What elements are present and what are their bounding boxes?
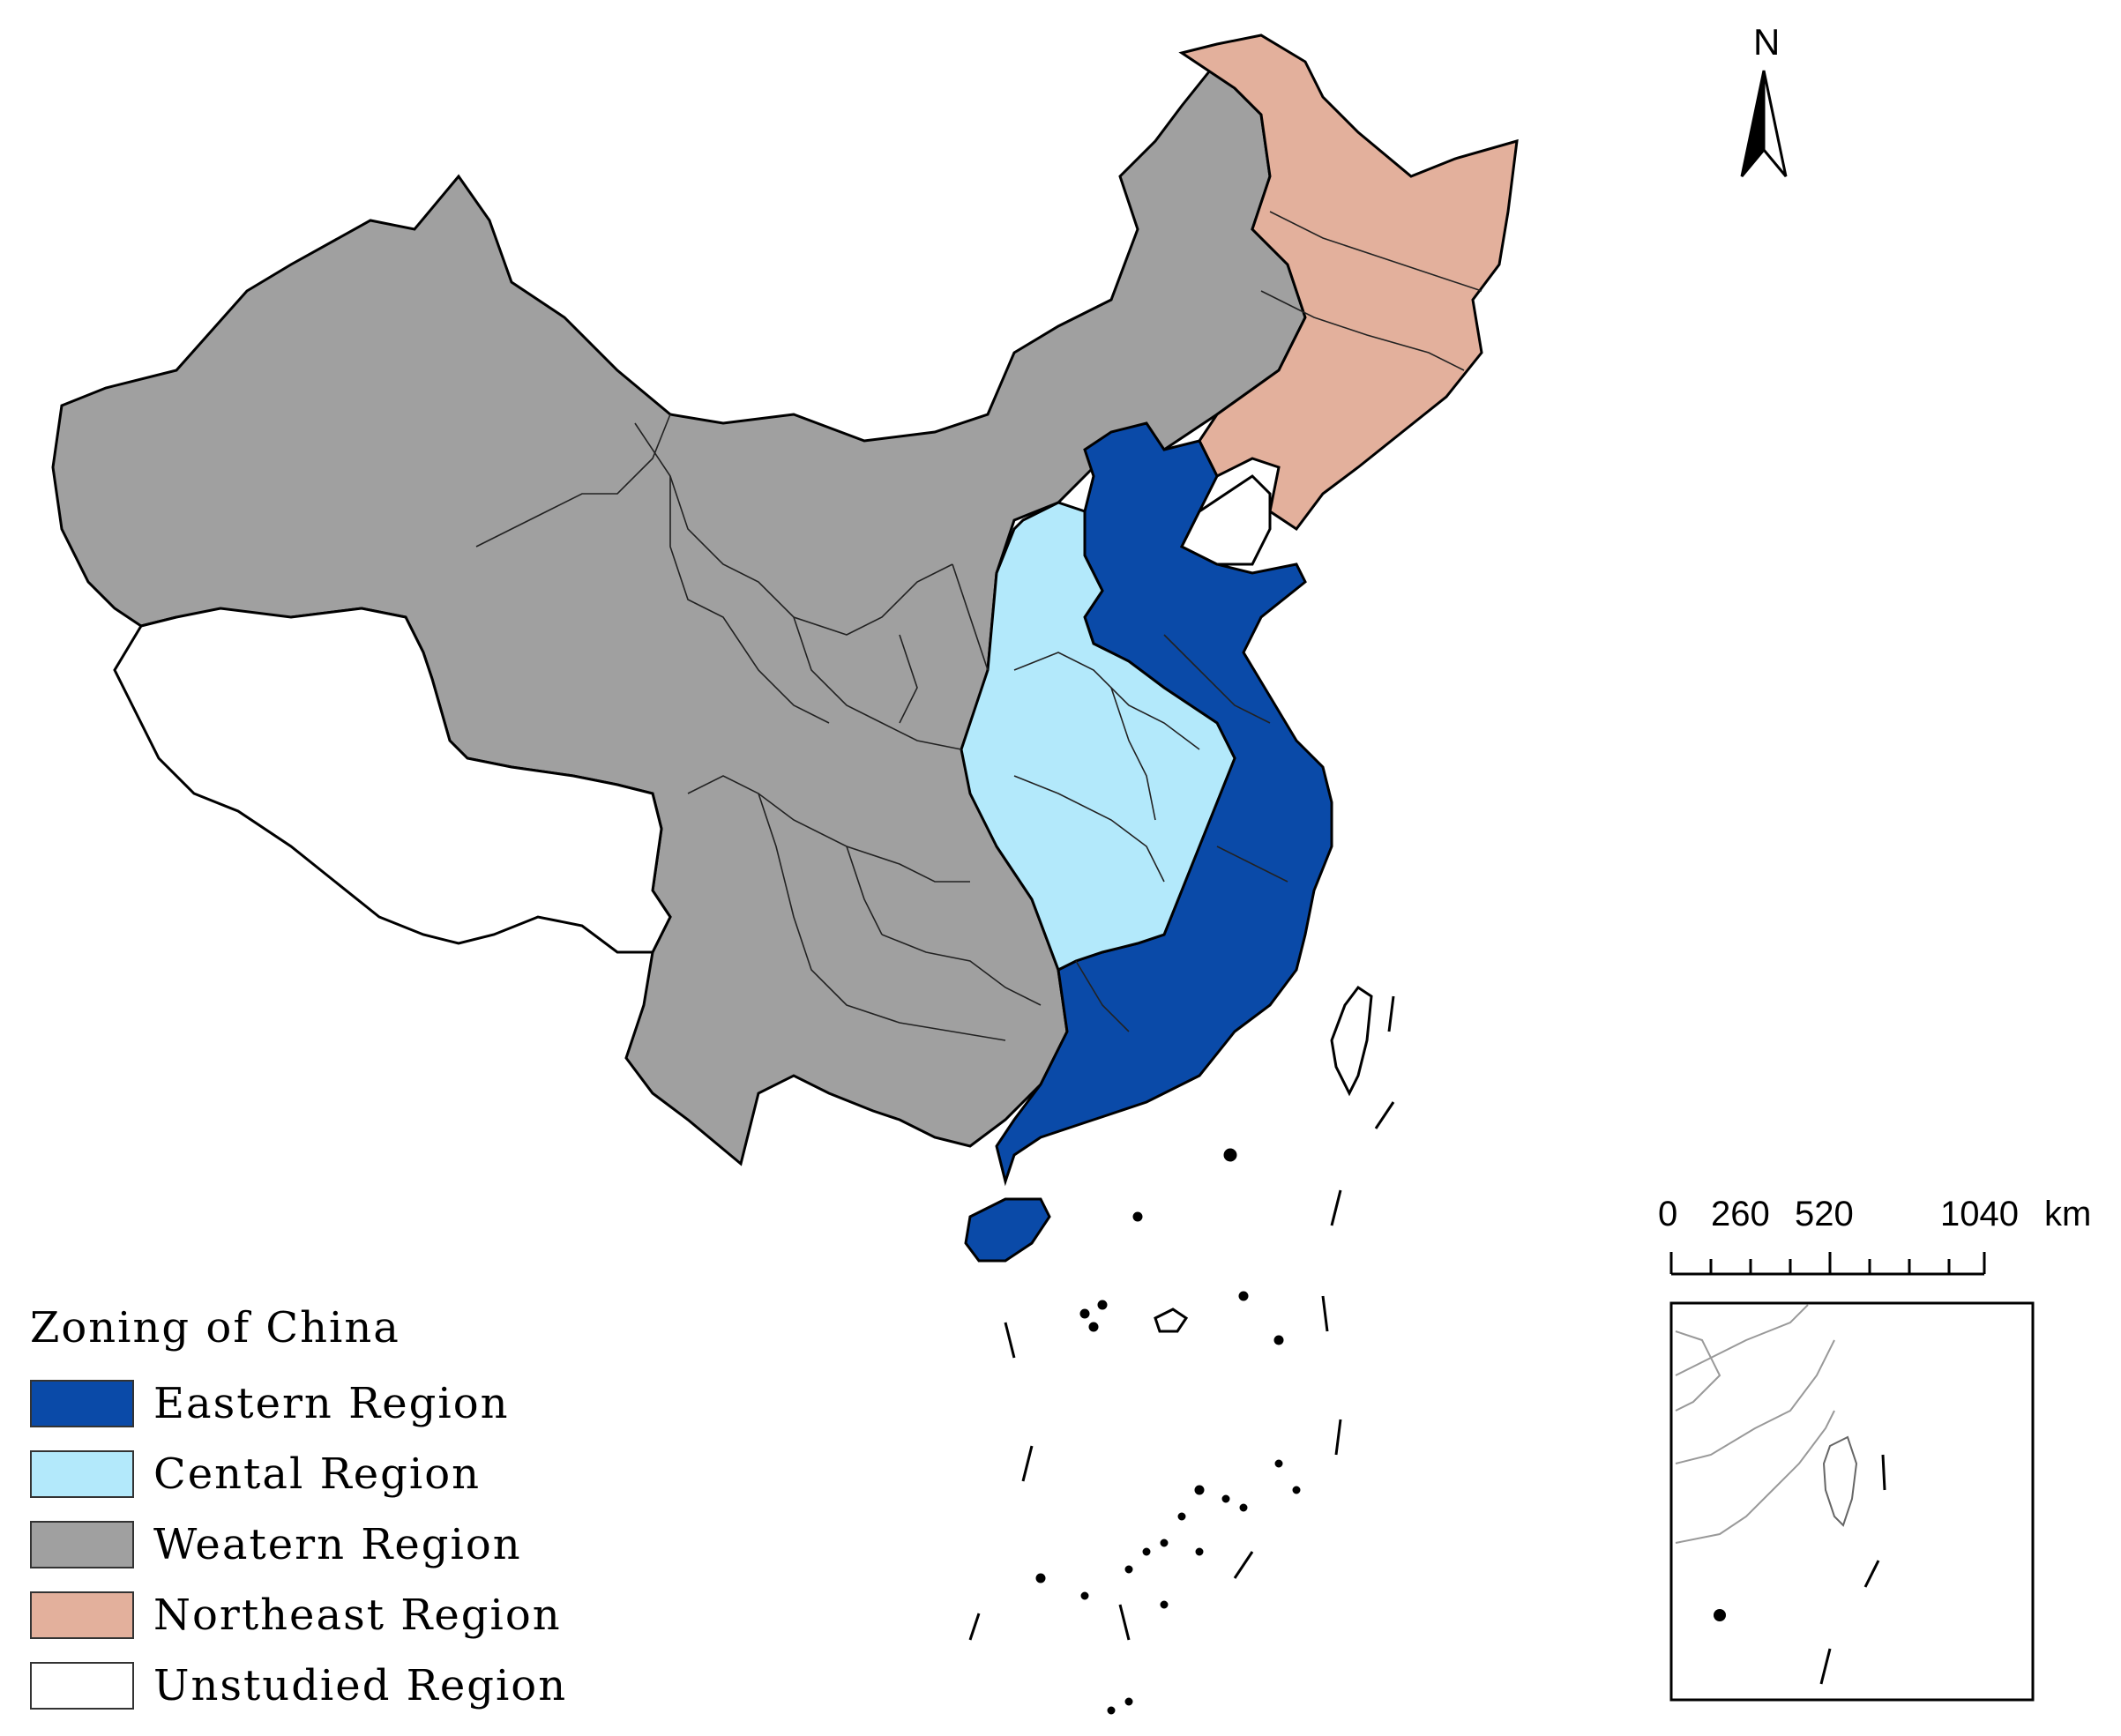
legend-swatch-unstudied [30,1662,134,1710]
scale-bar [1669,1252,1986,1276]
inset-map [1669,1301,2035,1702]
northeast-region [1178,34,1519,532]
central-region [960,501,1236,972]
scale-tick-260: 260 [1711,1195,1770,1233]
legend-item-central: Cental Region [30,1448,481,1501]
bohai-bay [1179,474,1272,566]
north-arrow-icon [1740,70,1788,177]
legend-title: Zoning of China [30,1303,400,1352]
province-borders [475,211,1482,1041]
north-label: N [1753,21,1781,63]
legend-swatch-central [30,1450,134,1498]
legend-label-western: Weatern Region [153,1520,522,1569]
unstudied-region [113,607,672,954]
scale-tick-0: 0 [1658,1195,1678,1233]
scale-tick-1040: 1040 [1940,1195,2019,1233]
hainan-island [964,1197,1051,1263]
south-sea-islands [968,995,1395,1715]
legend-item-western: Weatern Region [30,1518,522,1571]
taiwan-island [1330,985,1373,1097]
legend-label-central: Cental Region [153,1449,481,1499]
scale-unit: km [2044,1195,2092,1233]
legend-item-eastern: Eastern Region [30,1377,510,1430]
legend-label-unstudied: Unstudied Region [153,1661,568,1710]
legend-item-northeast: Northeast Region [30,1589,562,1642]
legend-swatch-western [30,1521,134,1568]
legend-swatch-eastern [30,1380,134,1427]
island-outline [1154,1308,1189,1333]
legend-item-unstudied: Unstudied Region [30,1659,567,1712]
legend-label-northeast: Northeast Region [153,1591,562,1640]
legend-label-eastern: Eastern Region [153,1379,510,1428]
scale-tick-520: 520 [1795,1195,1854,1233]
legend-swatch-northeast [30,1591,134,1639]
